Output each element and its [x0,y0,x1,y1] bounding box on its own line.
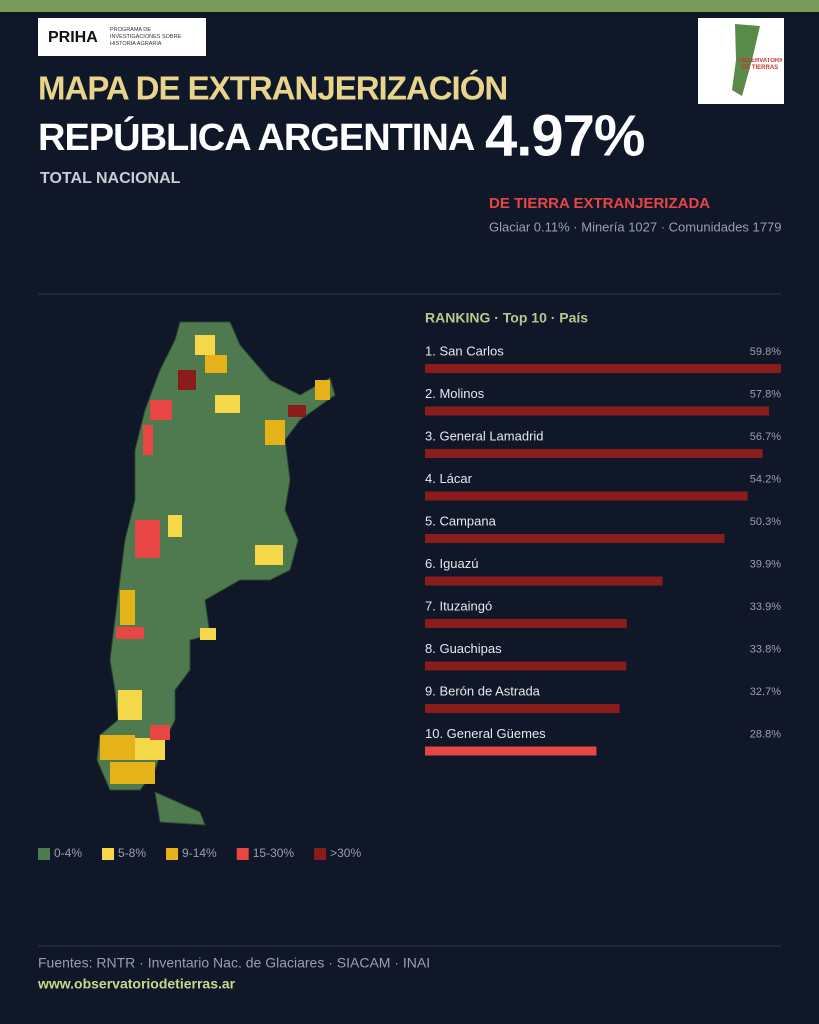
bar [425,661,627,671]
bar [425,491,748,501]
value-label: 32.7% [750,686,781,698]
map [96,321,336,826]
map-region [315,380,330,400]
total-caption: DE TIERRA EXTRANJERIZADA [489,195,710,212]
stats: Glaciar 0.11% · Minería 1027 · Comunidad… [489,219,781,234]
map-region [150,400,172,420]
logo-subtitle: PROGRAMA DE INVESTIGACIONES SOBRE HISTOR… [110,27,182,48]
bar [425,619,627,628]
subtitle: REPÚBLICA ARGENTINA [38,115,475,159]
map-region [288,405,306,417]
legend-label: 0-4% [54,846,82,860]
bar [425,406,770,416]
sources: Fuentes: RNTR · Inventario Nac. de Glaci… [38,955,430,971]
map-region [195,335,215,355]
value-label: 59.8% [750,346,781,358]
legend-label: 9-14% [182,846,217,860]
map-region [116,627,144,639]
logo-box [38,18,206,56]
legend-label: >30% [330,846,361,860]
legend: 0-4% 5-8% 9-14% 15-30% >30% [38,846,361,860]
map-region [215,395,240,413]
map-island [154,791,206,826]
map-region [143,425,153,455]
map-region [200,628,216,640]
rank-label: 2. Molinos [425,386,485,401]
value-label: 56.7% [750,431,781,443]
value-label: 50.3% [750,516,781,528]
rank-label: 1. San Carlos [425,343,504,358]
map-region [168,515,182,537]
bar [425,576,663,586]
legend-swatch [102,848,115,860]
map-region [150,725,170,740]
map-region [265,420,285,445]
rank-label: 6. Iguazú [425,556,479,571]
total-value: 4.97% [485,103,645,168]
map-region [178,370,196,390]
legend-swatch [38,848,50,860]
rank-label: 8. Guachipas [425,641,502,656]
title: MAPA DE EXTRANJERIZACIÓN [38,70,507,107]
value-label: 33.8% [750,643,781,655]
badge-map [732,24,760,96]
map-region [135,520,160,558]
value-label: 39.9% [750,558,781,570]
logo-subtitle-box: PROGRAMA DE INVESTIGACIONES SOBRE HISTOR… [110,27,182,48]
rank-label: 4. Lácar [425,471,473,486]
value-label: 57.8% [750,388,781,400]
map-region [135,738,165,760]
rank-label: 3. General Lamadrid [425,428,544,443]
map-region [120,590,135,625]
value-label: 54.2% [750,473,781,485]
top-stripe [0,0,819,12]
bar [425,704,620,713]
map-region [205,355,227,373]
rank-label: 9. Berón de Astrada [425,683,541,698]
bar [425,534,725,543]
bar [425,449,763,458]
map-region [255,545,283,565]
logo-text: PRIHA [48,29,98,46]
ranking-title: RANKING · Top 10 · País [425,310,588,326]
legend-swatch [236,848,249,860]
value-label: 28.8% [750,728,781,740]
legend-label: 15-30% [253,846,295,860]
legend-swatch [166,848,179,860]
total-label: TOTAL NACIONAL [40,170,181,187]
rank-label: 5. Campana [425,513,497,528]
rank-label: 10. General Güemes [425,726,546,741]
badge-text-box: OBSERVATORIO DE TIERRAS [738,58,782,72]
url: www.observatoriodetierras.ar [37,976,236,992]
legend-swatch [314,848,327,860]
rank-label: 7. Ituzaingó [425,598,492,613]
map-region [118,690,142,720]
bar [425,746,597,756]
map-region [110,762,155,784]
value-label: 33.9% [750,601,781,613]
bar [425,364,781,373]
badge-text: OBSERVATORIO DE TIERRAS [738,58,782,72]
map-region [100,735,135,760]
legend-label: 5-8% [118,846,146,860]
